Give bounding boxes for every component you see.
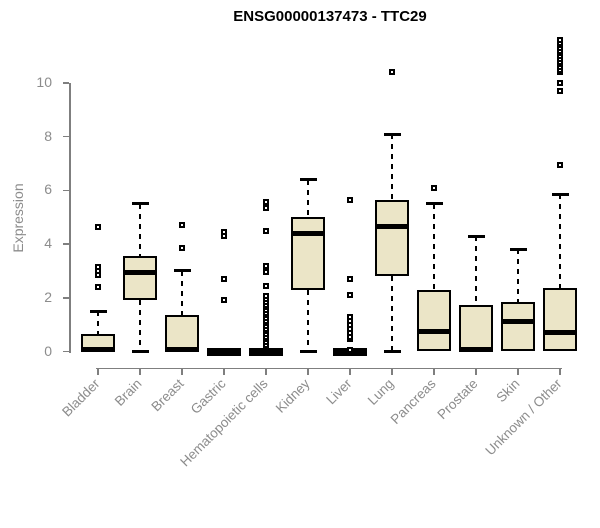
whisker-low-line: [307, 289, 309, 352]
whisker-high-line: [181, 270, 183, 316]
whisker-high-cap: [425, 202, 443, 206]
y-axis-line: [69, 83, 71, 353]
y-tick-label: 10: [36, 74, 52, 90]
whisker-high-cap: [509, 247, 527, 251]
y-tick: [63, 350, 69, 353]
median: [375, 224, 409, 230]
x-axis-line: [96, 367, 562, 369]
whisker-high-cap: [89, 309, 107, 313]
median: [123, 269, 157, 275]
chart-title: ENSG00000137473 - TTC29: [233, 8, 427, 25]
y-tick-label: 4: [44, 235, 52, 252]
median: [543, 329, 577, 335]
whisker-high-line: [139, 203, 141, 257]
box: [375, 199, 409, 277]
outlier-point: [221, 297, 227, 304]
outlier-point: [179, 222, 185, 229]
x-tick: [265, 369, 267, 375]
x-tick: [517, 369, 519, 375]
box: [123, 256, 157, 301]
outlier-point: [263, 227, 269, 234]
outlier-point: [389, 69, 395, 76]
y-tick-label: 8: [44, 127, 52, 144]
outlier-point: [95, 223, 101, 230]
outlier-point: [557, 161, 563, 168]
x-tick: [391, 369, 393, 375]
median: [459, 347, 493, 353]
whisker-low-cap: [383, 350, 401, 353]
outlier-point: [95, 284, 101, 291]
outlier-point: [263, 293, 269, 300]
outlier-point: [263, 199, 269, 206]
x-tick: [139, 369, 141, 375]
y-tick: [63, 243, 69, 245]
y-tick: [63, 189, 69, 192]
box: [417, 289, 451, 352]
y-tick: [63, 135, 69, 138]
whisker-high-cap: [467, 234, 485, 238]
whisker-high-cap: [551, 192, 569, 196]
median: [291, 230, 325, 236]
whisker-low-line: [391, 276, 393, 352]
whisker-high-line: [517, 249, 519, 302]
box: [165, 315, 199, 352]
whisker-high-line: [433, 203, 435, 290]
x-tick: [97, 369, 99, 375]
whisker-high-cap: [299, 178, 317, 182]
outlier-point: [263, 262, 269, 269]
whisker-high-cap: [131, 202, 149, 206]
whisker-low-cap: [131, 350, 149, 353]
x-tick: [181, 369, 183, 375]
y-tick-label: 6: [44, 181, 52, 198]
outlier-point: [347, 196, 353, 203]
outlier-point: [179, 245, 185, 252]
whisker-low-line: [139, 300, 141, 352]
y-tick: [63, 297, 69, 299]
whisker-high-line: [391, 134, 393, 200]
outlier-point: [263, 269, 269, 276]
whisker-low-cap: [299, 350, 317, 353]
box: [501, 301, 535, 352]
whisker-high-line: [97, 311, 99, 335]
x-tick: [559, 369, 561, 375]
median: [165, 347, 199, 353]
whisker-high-cap: [383, 132, 401, 136]
outlier-point: [221, 229, 227, 236]
y-tick: [63, 82, 69, 84]
x-tick: [307, 369, 309, 375]
whisker-high-line: [559, 194, 561, 289]
whisker-high-cap: [173, 269, 191, 273]
y-tick-label: 2: [44, 288, 52, 305]
outlier-point: [347, 276, 353, 282]
outlier-point: [557, 37, 563, 44]
outlier-point: [557, 88, 563, 95]
outlier-point: [263, 204, 269, 211]
box: [543, 288, 577, 352]
outlier-point: [347, 347, 353, 354]
outlier-point: [221, 276, 227, 282]
whisker-high-line: [475, 236, 477, 305]
median: [417, 328, 451, 334]
box: [459, 304, 493, 352]
median: [207, 347, 241, 353]
x-tick: [475, 369, 477, 375]
x-tick: [223, 369, 225, 375]
outlier-point: [263, 282, 269, 289]
whisker-high-line: [307, 179, 309, 218]
box: [291, 217, 325, 290]
outlier-point: [347, 292, 353, 299]
outlier-point: [347, 313, 353, 320]
median: [501, 319, 535, 325]
x-tick: [433, 369, 435, 375]
y-tick-label: 0: [44, 342, 52, 359]
outlier-point: [557, 80, 563, 86]
median: [81, 347, 115, 353]
outlier-point: [95, 263, 101, 270]
outlier-point: [431, 184, 437, 191]
x-tick: [349, 369, 351, 375]
